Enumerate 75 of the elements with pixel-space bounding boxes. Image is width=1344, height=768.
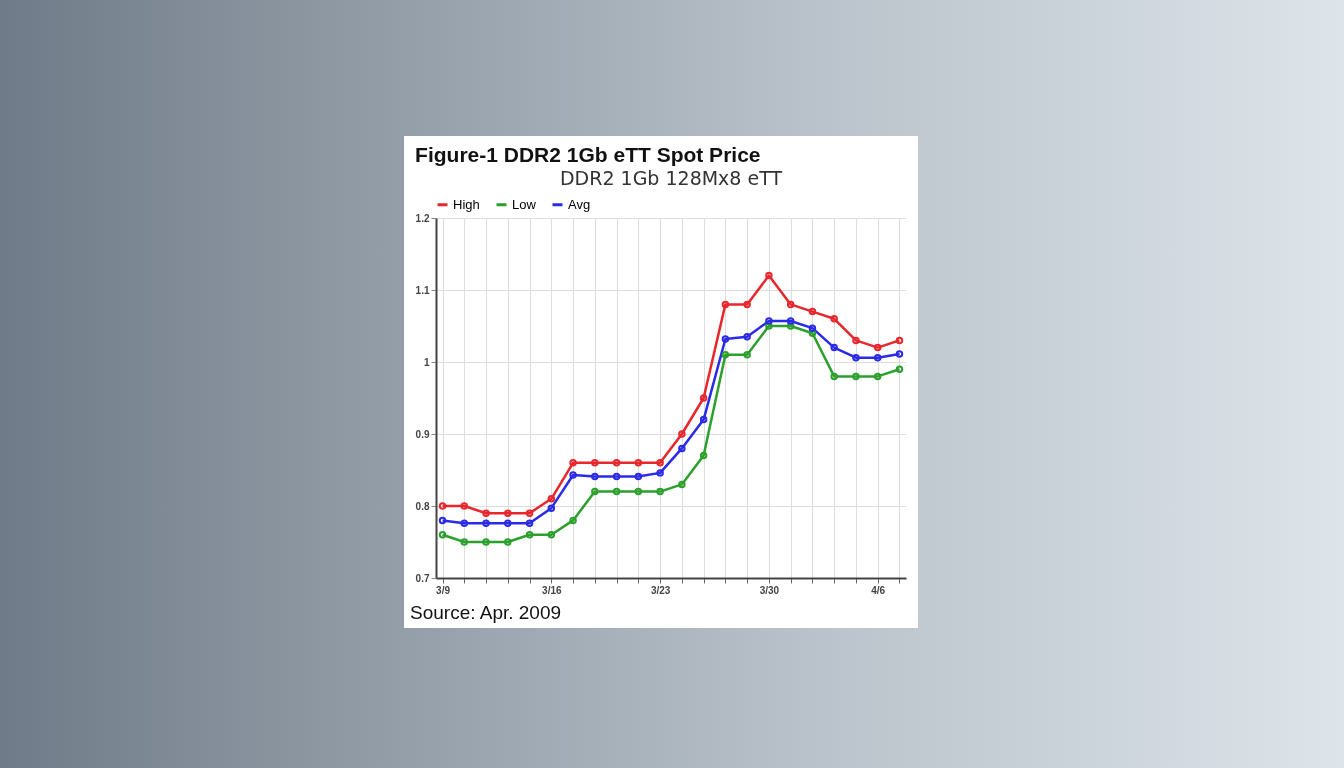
point <box>656 459 664 467</box>
point <box>547 495 556 503</box>
point <box>699 415 708 424</box>
y-tick-label: 0.9 <box>415 428 430 440</box>
point <box>699 394 708 402</box>
point <box>743 300 751 309</box>
point <box>721 300 730 309</box>
x-tick-label: 3/9 <box>436 584 451 596</box>
point <box>721 351 730 359</box>
chart-title: Figure-1 DDR2 1Gb eTT Spot Price <box>415 143 761 166</box>
legend-label: Low <box>512 196 537 212</box>
point <box>786 300 795 309</box>
point <box>830 343 838 352</box>
x-tick-label: 4/6 <box>871 584 886 596</box>
y-tick-label: 1 <box>423 356 430 368</box>
point <box>482 538 490 546</box>
y-tick-label: 0.8 <box>415 500 430 512</box>
point <box>765 322 773 330</box>
point <box>656 487 664 496</box>
point <box>765 317 773 325</box>
point <box>591 487 599 496</box>
point <box>678 444 686 453</box>
point <box>873 372 882 381</box>
y-tick-label: 1.1 <box>415 284 430 296</box>
point <box>547 531 556 539</box>
point <box>743 351 751 359</box>
legend-label: Avg <box>568 196 591 212</box>
point <box>504 509 512 517</box>
point <box>569 516 577 525</box>
x-tick-label: 3/16 <box>542 584 562 596</box>
point <box>482 519 490 528</box>
point <box>612 459 621 467</box>
point <box>852 336 860 345</box>
point <box>699 451 708 460</box>
point <box>743 333 751 341</box>
point <box>591 459 599 467</box>
point <box>873 353 882 362</box>
point <box>525 519 534 528</box>
y-tick-label: 0.7 <box>415 572 430 584</box>
y-tick-label: 1.2 <box>415 212 430 224</box>
point <box>569 459 577 467</box>
point <box>786 317 795 325</box>
point <box>678 480 686 489</box>
point <box>634 459 643 467</box>
point <box>504 538 512 546</box>
point <box>612 487 621 496</box>
source-note: Source: Apr. 2009 <box>410 602 563 624</box>
point <box>808 324 817 332</box>
point <box>721 335 730 343</box>
point <box>852 372 860 381</box>
x-tick-label: 3/23 <box>650 584 671 596</box>
legend-label: High <box>453 196 480 212</box>
point <box>504 519 512 528</box>
point <box>460 538 469 546</box>
point <box>460 519 469 528</box>
point <box>569 471 577 479</box>
x-tick-label: 3/30 <box>759 584 780 596</box>
point <box>525 509 534 517</box>
point <box>656 469 664 477</box>
point <box>678 430 686 438</box>
point <box>634 487 643 496</box>
point <box>873 343 882 352</box>
point <box>547 504 556 512</box>
point <box>765 271 773 280</box>
point <box>852 353 860 362</box>
point <box>830 372 838 381</box>
point <box>808 307 817 316</box>
point <box>482 509 490 517</box>
point <box>634 472 643 481</box>
chart-subtitle: DDR2 1Gb 128Mx8 eTT <box>559 167 783 189</box>
point <box>525 531 534 539</box>
point <box>612 472 621 481</box>
point <box>591 472 599 481</box>
point <box>830 315 838 323</box>
point <box>460 502 469 510</box>
